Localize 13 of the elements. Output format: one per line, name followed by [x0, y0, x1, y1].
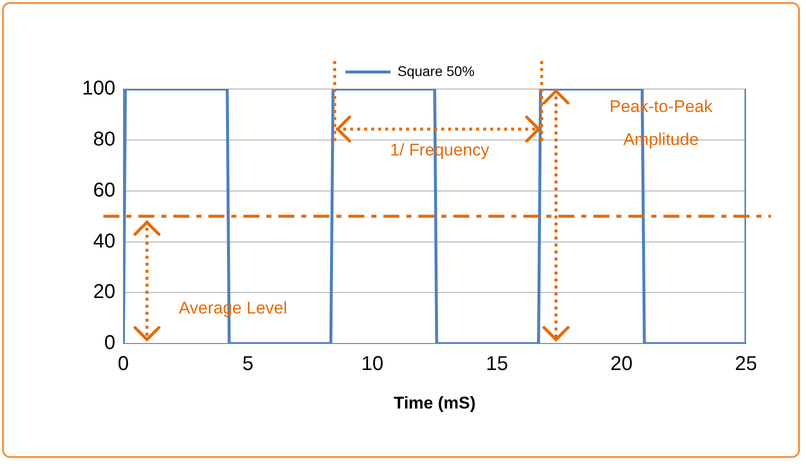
- x-axis-title: Time (mS): [394, 393, 476, 412]
- y-tick-label: 20: [93, 281, 116, 304]
- y-tick-label: 80: [93, 128, 116, 150]
- x-tick-label: 10: [361, 353, 384, 376]
- y-tick-label: 40: [93, 230, 116, 252]
- x-tick-label: 15: [486, 353, 508, 376]
- y-tick-label: 0: [104, 332, 116, 354]
- x-tick-label: 20: [610, 353, 633, 376]
- y-tick-label: 60: [93, 179, 116, 202]
- x-tick-label: 5: [242, 353, 254, 376]
- x-tick-label: 25: [734, 353, 758, 376]
- y-tick-label: 100: [82, 78, 116, 100]
- legend-label: Square 50%: [397, 62, 475, 79]
